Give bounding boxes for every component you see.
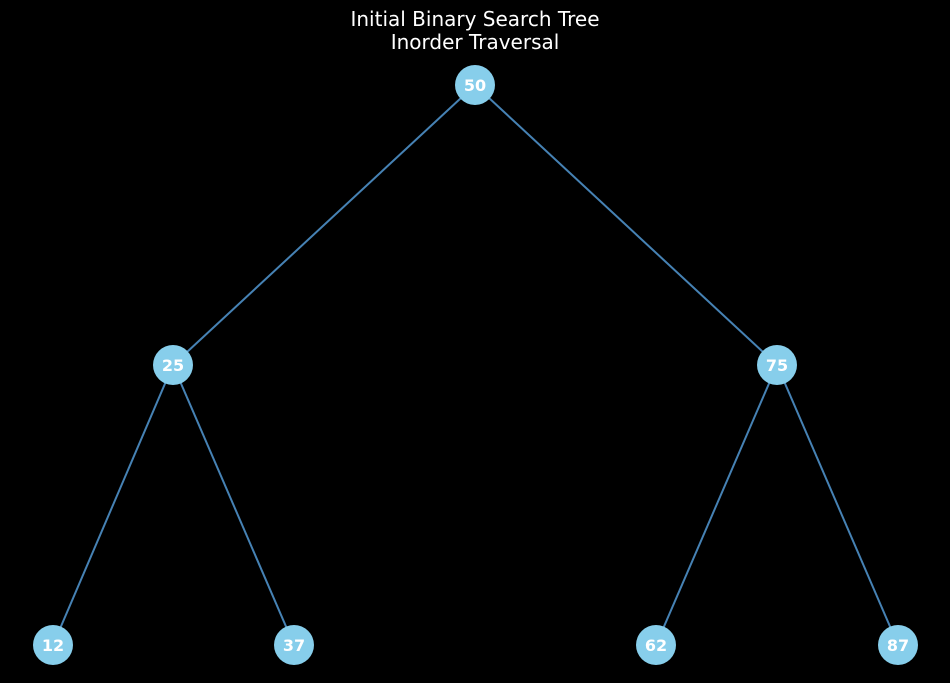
node-circle xyxy=(878,625,918,665)
node-circle xyxy=(33,625,73,665)
node-circle xyxy=(636,625,676,665)
tree-edges xyxy=(52,84,899,646)
node-label: 12 xyxy=(42,636,64,655)
node-37: 37 xyxy=(274,625,314,665)
edge-50-25 xyxy=(172,84,476,366)
edge-50-75 xyxy=(474,84,778,366)
node-label: 75 xyxy=(766,356,788,375)
node-circle xyxy=(153,345,193,385)
node-circle xyxy=(455,65,495,105)
edge-25-12 xyxy=(52,364,174,646)
node-50: 50 xyxy=(455,65,495,105)
diagram-title-line1: Initial Binary Search Tree xyxy=(350,7,599,31)
tree-nodes: 50 25 75 12 37 62 87 xyxy=(33,65,918,665)
node-circle xyxy=(757,345,797,385)
edge-25-37 xyxy=(172,364,295,646)
diagram-title-line2: Inorder Traversal xyxy=(391,30,560,54)
node-label: 87 xyxy=(887,636,909,655)
node-62: 62 xyxy=(636,625,676,665)
node-label: 37 xyxy=(283,636,305,655)
node-label: 50 xyxy=(464,76,486,95)
node-25: 25 xyxy=(153,345,193,385)
node-87: 87 xyxy=(878,625,918,665)
node-label: 25 xyxy=(162,356,184,375)
node-12: 12 xyxy=(33,625,73,665)
edge-75-62 xyxy=(655,364,778,646)
node-label: 62 xyxy=(645,636,667,655)
edge-75-87 xyxy=(776,364,899,646)
node-circle xyxy=(274,625,314,665)
node-75: 75 xyxy=(757,345,797,385)
